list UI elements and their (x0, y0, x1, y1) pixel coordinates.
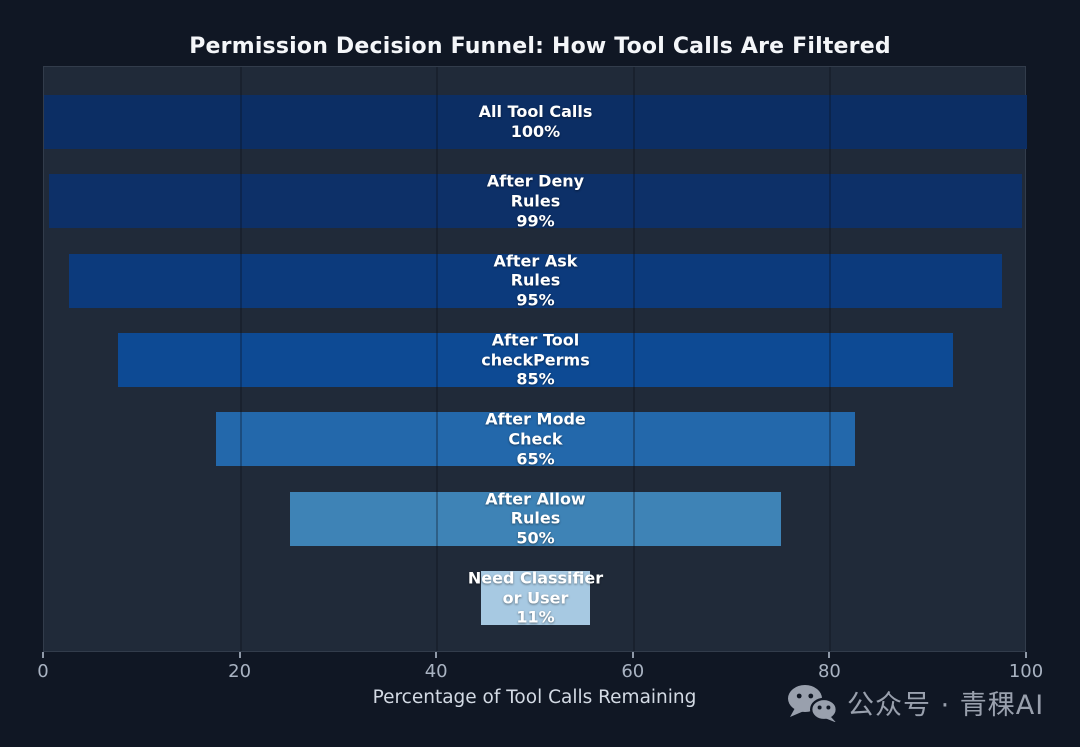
funnel-bar-label-line: 65% (516, 449, 555, 469)
funnel-bar-label-line: Rules (510, 270, 561, 290)
funnel-bar-label-line: After Allow (485, 488, 586, 508)
x-tick-label-80: 80 (817, 661, 841, 682)
funnel-bar-label: After Mode Check 65% (485, 409, 586, 468)
funnel-bar-label-line: After Tool (491, 330, 580, 350)
funnel-bar-label-line: or User (502, 587, 569, 607)
funnel-bar-label-line: 50% (516, 528, 555, 548)
gridline-40 (436, 67, 439, 651)
funnel-bar-label-line: Rules (510, 508, 561, 528)
funnel-bar-label: After Deny Rules 99% (487, 172, 584, 231)
gridline-20 (239, 67, 242, 651)
funnel-bar-label: After Allow Rules 50% (485, 489, 585, 548)
x-tick-label-40: 40 (424, 661, 448, 682)
chart-title: Permission Decision Funnel: How Tool Cal… (189, 34, 891, 59)
funnel-bar-label: After Tool checkPerms 85% (481, 330, 590, 389)
funnel-bar-3: After Ask Rules 95% (68, 251, 1003, 310)
gridline-80 (829, 67, 832, 651)
x-axis-label: Percentage of Tool Calls Remaining (372, 687, 697, 708)
x-tick-label-60: 60 (621, 661, 645, 682)
funnel-bar-label-line: After Ask (493, 250, 578, 270)
funnel-bar-label: All Tool Calls 100% (479, 102, 593, 142)
funnel-bar-label-line: Check (508, 429, 563, 449)
funnel-bar-4: After Tool checkPerms 85% (117, 330, 954, 389)
funnel-bar-label-line: After Deny (486, 171, 585, 191)
wechat-icon (788, 684, 838, 722)
x-tick-mark-20 (238, 652, 241, 658)
x-tick-mark-100 (1025, 652, 1027, 658)
x-tick-mark-40 (435, 652, 438, 658)
x-tick-mark-60 (631, 652, 634, 658)
watermark-text: 公众号 · 青稞AI (847, 690, 1045, 721)
funnel-bar-label-line: checkPerms (481, 349, 590, 369)
funnel-bar-label-line: Rules (510, 191, 561, 211)
x-tick-mark-0 (42, 652, 44, 658)
x-tick-label-100: 100 (1008, 661, 1044, 682)
funnel-bar-label-line: Need Classifier (467, 568, 604, 588)
funnel-bar-label: After Ask Rules 95% (494, 251, 578, 310)
funnel-bar-label-line: 11% (516, 607, 555, 627)
funnel-bar-label-line: All Tool Calls (478, 102, 593, 122)
funnel-bar-label-line: 99% (516, 211, 555, 231)
funnel-bar-6: After Allow Rules 50% (289, 489, 782, 548)
funnel-bar-label-line: After Mode (485, 409, 586, 429)
funnel-bar-2: After Deny Rules 99% (48, 172, 1023, 231)
x-tick-label-20: 20 (228, 661, 252, 682)
funnel-bar-label-line: 100% (510, 122, 561, 141)
plot-area: All Tool Calls 100% After Deny Rules 99% Afte… (43, 66, 1027, 652)
gridline-60 (632, 67, 635, 651)
x-axis: 0 20 40 60 80 100 (0, 652, 1080, 692)
x-tick-label-0: 0 (37, 661, 49, 682)
funnel-bar-label-line: 85% (516, 369, 555, 389)
funnel-bar-1: All Tool Calls 100% (44, 95, 1027, 149)
x-tick-mark-80 (828, 652, 831, 658)
watermark: 公众号 · 青稞AI (786, 683, 1044, 722)
funnel-bar-5: After Mode Check 65% (216, 409, 855, 468)
funnel-bar-label: Need Classifier or User 11% (468, 568, 603, 627)
funnel-bar-7: Need Classifier or User 11% (468, 568, 603, 627)
funnel-bar-label-line: 95% (516, 290, 555, 310)
